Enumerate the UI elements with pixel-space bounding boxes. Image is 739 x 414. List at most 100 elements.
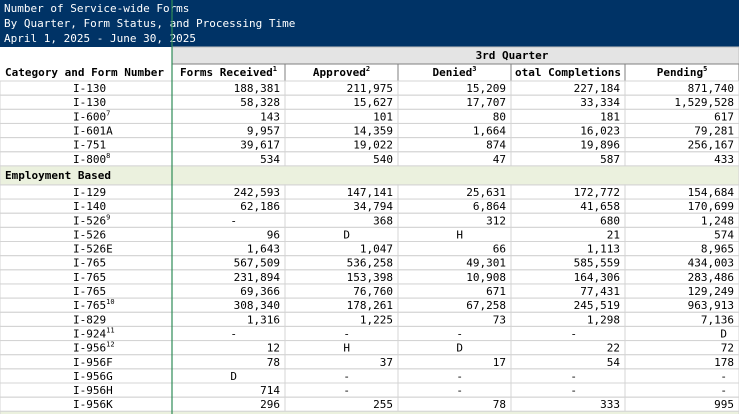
- cell-value: 7,136: [701, 313, 734, 326]
- cell-value: 312: [486, 214, 506, 227]
- cell: [510, 382, 626, 398]
- cell-value: 227,184: [574, 82, 621, 95]
- cell-value: 78: [493, 398, 506, 411]
- cell-value: 66: [493, 243, 506, 256]
- footnote-marker: 9: [106, 213, 110, 221]
- cell-value: 585,559: [574, 257, 620, 270]
- form-number-text: I-130: [73, 82, 106, 95]
- cell-value: 34,794: [353, 200, 393, 213]
- cell: [171, 212, 286, 228]
- cell-value: -: [343, 384, 350, 397]
- cell-value: 1,298: [587, 313, 620, 326]
- cell-value: 433: [714, 153, 734, 166]
- cell-value: 164,306: [574, 271, 620, 284]
- cell-value: 256,167: [688, 139, 734, 152]
- column-header-text: Forms Received: [180, 66, 273, 79]
- footnote-marker: 1: [273, 65, 277, 73]
- cell-value: 680: [600, 214, 620, 227]
- cell-value: 963,913: [688, 299, 734, 312]
- column-header: otal Completions: [515, 66, 621, 79]
- cell-value: 78: [267, 356, 280, 369]
- form-number-text: I-526: [73, 228, 106, 241]
- footnote-marker: 2: [366, 65, 370, 73]
- form-number: I-6007: [73, 109, 110, 123]
- form-number: I-129: [73, 186, 106, 199]
- form-number: I-526: [73, 228, 106, 241]
- cell-value: -: [456, 370, 463, 383]
- form-number-text: I-956K: [73, 398, 113, 411]
- cell-value: 871,740: [688, 82, 734, 95]
- cell-value: 79,281: [694, 125, 734, 138]
- cell-value: 33,334: [580, 96, 620, 109]
- cell-value: 534: [260, 153, 280, 166]
- cell-value: 62,186: [240, 200, 280, 213]
- form-number: I-829: [73, 313, 106, 326]
- cell-value: 67,258: [466, 299, 506, 312]
- form-number: I-130: [73, 96, 106, 109]
- cell-value: 714: [260, 384, 280, 397]
- form-number-text: I-526: [73, 214, 106, 227]
- form-number-text: I-765: [73, 285, 106, 298]
- cell-value: 1,316: [247, 313, 280, 326]
- cell-value: 368: [373, 214, 393, 227]
- cell-value: 10,908: [466, 271, 506, 284]
- form-number: I-8008: [73, 152, 110, 166]
- column-header-text: Denied: [433, 66, 473, 79]
- cell-value: 8,965: [701, 243, 734, 256]
- cell-value: H: [456, 228, 463, 241]
- form-number: I-765: [73, 271, 106, 284]
- cell-value: 143: [260, 110, 280, 123]
- cell-value: 178,261: [347, 299, 393, 312]
- cell-value: 587: [600, 153, 620, 166]
- cell-value: 231,894: [234, 271, 281, 284]
- cell: [397, 368, 512, 384]
- cell-value: 101: [373, 110, 393, 123]
- cell-value: 19,896: [580, 139, 620, 152]
- cell-value: 77,431: [580, 285, 620, 298]
- cell-value: -: [456, 384, 463, 397]
- cell-value: 58,328: [240, 96, 280, 109]
- form-number-text: I-751: [73, 139, 106, 152]
- cell-value: -: [230, 214, 237, 227]
- title-line: April 1, 2025 - June 30, 2025: [4, 32, 196, 45]
- column-header-bg: [0, 64, 739, 81]
- cell-value: 434,003: [688, 257, 734, 270]
- footnote-marker: 12: [106, 341, 114, 349]
- cell-value: 14,359: [353, 125, 393, 138]
- column-header-text: otal Completions: [515, 66, 621, 79]
- title-band: [0, 0, 739, 47]
- column-header: Pending5: [657, 65, 708, 79]
- cell-value: 47: [493, 153, 506, 166]
- form-number-text: I-765: [73, 257, 106, 270]
- cell-value: 333: [600, 398, 620, 411]
- cell-value: 69,366: [240, 285, 280, 298]
- form-number: I-92411: [73, 326, 115, 340]
- cell-value: 1,225: [360, 313, 393, 326]
- group-header-bg: [171, 46, 739, 65]
- cell: [397, 382, 512, 398]
- cell-value: 16,023: [580, 125, 620, 138]
- cell-value: 76,760: [353, 285, 393, 298]
- cell-value: 73: [493, 313, 506, 326]
- column-header-text: Pending: [657, 66, 703, 79]
- group-header: 3rd Quarter: [476, 49, 549, 62]
- form-number-text: I-601A: [73, 125, 113, 138]
- form-number-text: I-956F: [73, 356, 113, 369]
- form-number-text: I-765: [73, 271, 106, 284]
- form-number: I-526E: [73, 243, 113, 256]
- cell-value: 15,627: [353, 96, 393, 109]
- cell-value: 1,113: [587, 243, 620, 256]
- cell-value: 296: [260, 398, 280, 411]
- cell-value: 874: [486, 139, 506, 152]
- cell-value: 12: [267, 342, 280, 355]
- cell-value: 172,772: [574, 186, 620, 199]
- cell-value: 1,664: [473, 125, 506, 138]
- cell-value: 80: [493, 110, 506, 123]
- cell-value: 308,340: [234, 299, 280, 312]
- cell-value: -: [230, 327, 237, 340]
- cell-value: 245,519: [574, 299, 620, 312]
- cell-value: 540: [373, 153, 393, 166]
- footnote-marker: 3: [472, 65, 476, 73]
- cell-value: 567,509: [234, 257, 280, 270]
